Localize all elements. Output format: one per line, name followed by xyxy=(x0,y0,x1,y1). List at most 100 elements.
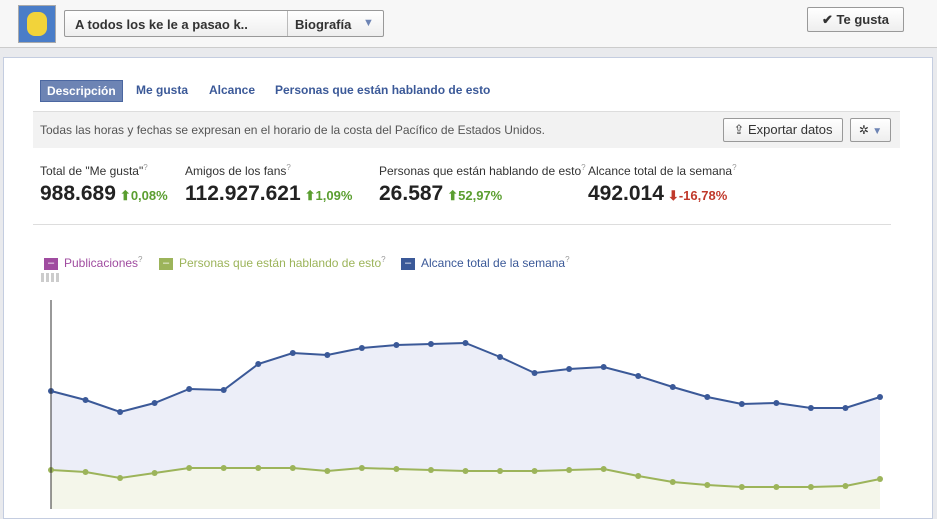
help-mark: ? xyxy=(138,255,143,264)
point xyxy=(358,465,365,471)
legend-swatch: – xyxy=(401,257,415,270)
point xyxy=(462,468,469,474)
help-mark: ? xyxy=(565,255,570,264)
legend-swatch: – xyxy=(44,257,58,270)
point xyxy=(324,468,331,474)
point xyxy=(566,366,573,372)
trend-arrow: ⬆ xyxy=(447,188,459,203)
point xyxy=(358,345,365,351)
legend-label: Personas que están hablando de esto xyxy=(179,256,382,270)
stat-label-text: Personas que están hablando de esto xyxy=(379,164,582,178)
point xyxy=(186,386,193,392)
trend-arrow: ⬆ xyxy=(304,188,316,203)
page-selector[interactable]: A todos los ke le a pasao k.. Biografía … xyxy=(64,10,384,37)
stat-label: Amigos de los fans? xyxy=(185,163,291,178)
legend-label: Alcance total de la semana xyxy=(421,256,566,270)
legend-swatch: – xyxy=(159,257,173,270)
export-label: Exportar datos xyxy=(747,122,833,137)
stat-change: ⬆0,08% xyxy=(120,188,168,203)
separator xyxy=(33,224,891,225)
export-button[interactable]: ⇪ Exportar datos xyxy=(723,118,843,142)
stat-change: ⬇-16,78% xyxy=(668,188,727,203)
point xyxy=(773,484,780,490)
point xyxy=(151,470,158,476)
point xyxy=(393,342,400,348)
view-name: Biografía xyxy=(295,17,352,32)
point xyxy=(807,484,814,490)
point xyxy=(877,476,883,482)
zoom-handle[interactable] xyxy=(41,273,59,282)
point xyxy=(773,400,780,406)
point xyxy=(255,361,262,367)
point xyxy=(220,387,227,393)
like-label: Te gusta xyxy=(836,12,890,27)
like-button[interactable]: ✔ Te gusta xyxy=(807,7,904,32)
legend-item[interactable]: – Personas que están hablando de esto? xyxy=(159,253,386,270)
point xyxy=(842,405,849,411)
stat-change: ⬆1,09% xyxy=(305,188,353,203)
point xyxy=(738,401,745,407)
point xyxy=(842,483,849,489)
point xyxy=(600,364,607,370)
stat-label: Alcance total de la semana? xyxy=(588,163,737,178)
point xyxy=(704,394,711,400)
change-text: 1,09% xyxy=(315,188,353,203)
help-mark: ? xyxy=(381,255,386,264)
settings-button[interactable]: ✲ ▼ xyxy=(850,118,891,142)
change-text: 0,08% xyxy=(130,188,168,203)
point xyxy=(117,475,124,481)
stat-label: Total de "Me gusta"? xyxy=(40,163,148,178)
point xyxy=(738,484,745,490)
help-mark: ? xyxy=(286,163,291,172)
tab[interactable]: Alcance xyxy=(209,83,256,97)
notice: Todas las horas y fechas se expresan en … xyxy=(40,123,545,137)
tab[interactable]: Personas que están hablando de esto xyxy=(275,83,491,97)
trend-arrow: ⬆ xyxy=(119,188,131,203)
avatar[interactable] xyxy=(18,5,56,43)
legend-label: Publicaciones xyxy=(64,256,139,270)
help-mark: ? xyxy=(732,163,737,172)
area xyxy=(51,468,880,509)
point xyxy=(600,466,607,472)
point xyxy=(117,409,124,415)
point xyxy=(635,473,642,479)
legend-item[interactable]: – Publicaciones? xyxy=(44,253,143,270)
help-mark: ? xyxy=(143,163,148,172)
point xyxy=(669,479,676,485)
page-name: A todos los ke le a pasao k.. xyxy=(75,17,248,32)
stat-label-text: Alcance total de la semana xyxy=(588,164,733,178)
point xyxy=(807,405,814,411)
stat-number: 112.927.621 xyxy=(185,182,301,205)
change-text: -16,78% xyxy=(678,188,728,203)
stat-label: Personas que están hablando de esto? xyxy=(379,163,586,178)
point xyxy=(82,397,89,403)
stat-value: 26.587 ⬆52,97% xyxy=(379,182,502,206)
point xyxy=(462,340,469,346)
point xyxy=(635,373,642,379)
point xyxy=(497,354,504,360)
point xyxy=(289,465,296,471)
point xyxy=(220,465,227,471)
tab[interactable]: Descripción xyxy=(40,80,123,102)
stat-value: 112.927.621 ⬆1,09% xyxy=(185,182,352,206)
change-text: 52,97% xyxy=(458,188,503,203)
point xyxy=(324,352,331,358)
point xyxy=(427,341,434,347)
stat-value: 988.689 ⬆0,08% xyxy=(40,182,168,206)
notice-bar: Todas las horas y fechas se expresan en … xyxy=(33,111,900,148)
stat-number: 492.014 xyxy=(588,182,664,205)
legend-item[interactable]: – Alcance total de la semana? xyxy=(401,253,570,270)
point xyxy=(531,370,538,376)
point xyxy=(186,465,193,471)
point xyxy=(151,400,158,406)
point xyxy=(877,394,883,400)
chart xyxy=(48,300,883,509)
point xyxy=(255,465,262,471)
point xyxy=(289,350,296,356)
point xyxy=(82,469,89,475)
point xyxy=(393,466,400,472)
tab[interactable]: Me gusta xyxy=(136,83,189,97)
stat-label-text: Total de "Me gusta" xyxy=(40,164,144,178)
stat-label-text: Amigos de los fans xyxy=(185,164,287,178)
